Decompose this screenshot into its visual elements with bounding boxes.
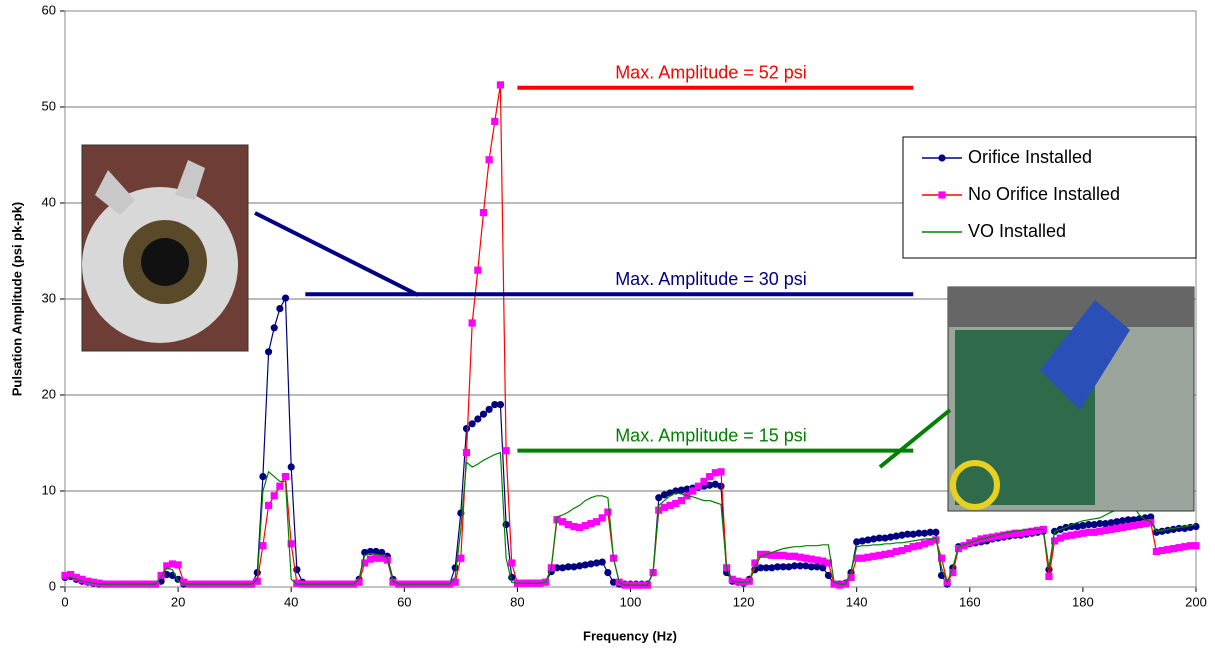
legend-label: VO Installed [968, 221, 1066, 241]
point [276, 483, 283, 490]
y-tick-label: 40 [42, 194, 56, 209]
point [276, 305, 283, 312]
x-tick-label: 0 [61, 594, 68, 609]
point [480, 209, 487, 216]
point [463, 449, 470, 456]
point [508, 559, 515, 566]
point [938, 191, 945, 198]
point [282, 473, 289, 480]
point [474, 267, 481, 274]
point [486, 406, 493, 413]
photo-orifice [82, 145, 248, 351]
point [271, 324, 278, 331]
callout-line [255, 213, 418, 295]
chart: 0 10 20 30 40 50 60 0 20 40 60 80 100 120 140 160 180 200… [0, 0, 1215, 649]
annotation-text: Max. Amplitude = 52 psi [615, 63, 807, 83]
point [271, 492, 278, 499]
point [259, 473, 266, 480]
point [604, 569, 611, 576]
y-tick-label: 50 [42, 98, 56, 113]
annotation-text: Max. Amplitude = 15 psi [615, 425, 807, 445]
x-tick-label: 60 [397, 594, 411, 609]
point [463, 425, 470, 432]
y-tick-label: 30 [42, 290, 56, 305]
annotations: Max. Amplitude = 52 psi Max. Amplitude = … [305, 63, 913, 451]
point [480, 411, 487, 418]
point [288, 463, 295, 470]
legend-label: Orifice Installed [968, 147, 1092, 167]
point [604, 509, 611, 516]
y-axis-title: Pulsation Amplitude (psi pk-pk) [9, 202, 24, 397]
point [175, 561, 182, 568]
x-tick-label: 140 [846, 594, 868, 609]
x-tick-label: 120 [733, 594, 755, 609]
point [1192, 542, 1199, 549]
x-tick-label: 180 [1072, 594, 1094, 609]
point [265, 348, 272, 355]
callout-line [880, 410, 950, 467]
point [717, 468, 724, 475]
y-tick-label: 20 [42, 386, 56, 401]
point [474, 415, 481, 422]
point [469, 319, 476, 326]
legend-label: No Orifice Installed [968, 184, 1120, 204]
x-tick-label: 40 [284, 594, 298, 609]
x-tick-label: 200 [1185, 594, 1207, 609]
point [717, 483, 724, 490]
point [469, 420, 476, 427]
point [282, 294, 289, 301]
point [599, 558, 606, 565]
x-tick-label: 100 [620, 594, 642, 609]
point [497, 401, 504, 408]
annotation-text: Max. Amplitude = 30 psi [615, 269, 807, 289]
photo-valve [948, 287, 1194, 511]
point [259, 542, 266, 549]
y-tick-label: 10 [42, 482, 56, 497]
point [491, 118, 498, 125]
point [502, 447, 509, 454]
y-tick-label: 0 [49, 578, 56, 593]
point [1192, 523, 1199, 530]
point [932, 529, 939, 536]
y-tick-label: 60 [42, 2, 56, 17]
point [1045, 573, 1052, 580]
x-tick-label: 20 [171, 594, 185, 609]
point [265, 502, 272, 509]
point [938, 154, 945, 161]
x-axis-title: Frequency (Hz) [583, 628, 677, 643]
point [486, 156, 493, 163]
x-tick-label: 80 [510, 594, 524, 609]
point [497, 81, 504, 88]
x-tick-label: 160 [959, 594, 981, 609]
